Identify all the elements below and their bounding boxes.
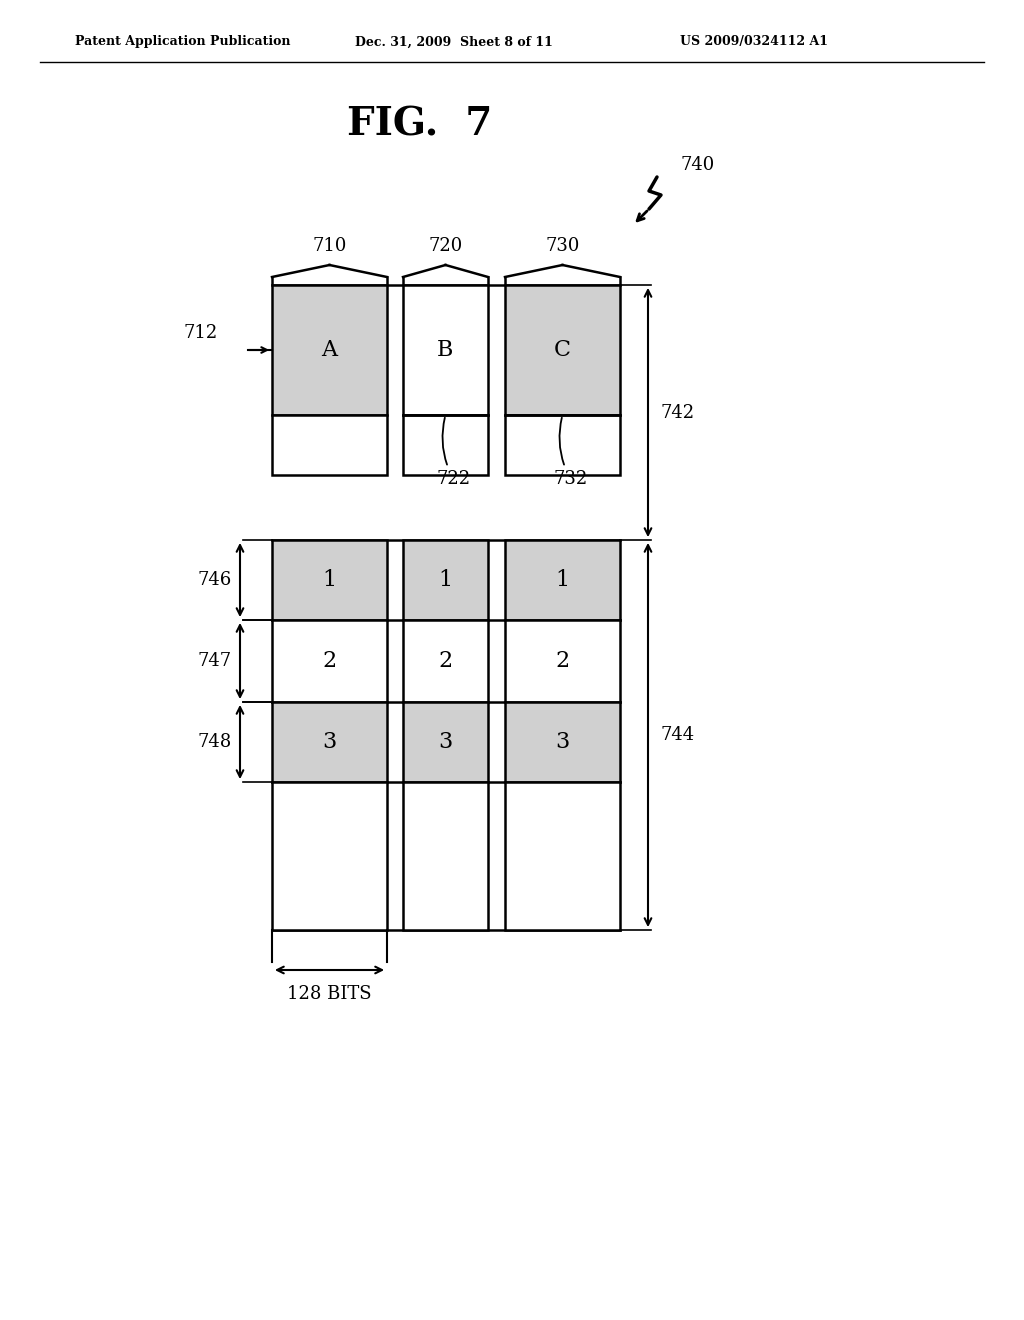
Text: Dec. 31, 2009  Sheet 8 of 11: Dec. 31, 2009 Sheet 8 of 11 (355, 36, 553, 49)
Text: FIG.  7: FIG. 7 (347, 106, 493, 144)
Bar (272, 620, 387, 702)
Bar (403, 285, 488, 414)
Text: 720: 720 (428, 238, 463, 255)
Text: C: C (554, 339, 571, 360)
Text: 742: 742 (660, 404, 694, 421)
Text: US 2009/0324112 A1: US 2009/0324112 A1 (680, 36, 828, 49)
Text: 730: 730 (546, 238, 580, 255)
Text: 2: 2 (323, 649, 337, 672)
Bar (272, 781, 387, 931)
Text: 740: 740 (680, 156, 715, 174)
Text: 3: 3 (438, 731, 453, 752)
Bar (403, 540, 488, 620)
Bar (272, 540, 387, 620)
Text: 746: 746 (198, 572, 232, 589)
Bar (505, 620, 620, 702)
Bar (403, 414, 488, 475)
Text: 2: 2 (555, 649, 569, 672)
Bar (403, 620, 488, 702)
Text: 1: 1 (438, 569, 453, 591)
Bar (505, 702, 620, 781)
Text: A: A (322, 339, 338, 360)
Bar (272, 414, 387, 475)
Text: 3: 3 (323, 731, 337, 752)
Text: 712: 712 (183, 323, 218, 342)
Text: 128 BITS: 128 BITS (287, 985, 372, 1003)
Text: B: B (437, 339, 454, 360)
Bar (272, 285, 387, 414)
Text: 1: 1 (323, 569, 337, 591)
Text: 732: 732 (553, 417, 588, 488)
Bar (505, 285, 620, 414)
Bar (505, 781, 620, 931)
Text: 710: 710 (312, 238, 347, 255)
Text: 748: 748 (198, 733, 232, 751)
Text: 3: 3 (555, 731, 569, 752)
Text: Patent Application Publication: Patent Application Publication (75, 36, 291, 49)
Bar (505, 540, 620, 620)
Text: 747: 747 (198, 652, 232, 671)
Text: 1: 1 (555, 569, 569, 591)
Text: 722: 722 (436, 417, 471, 488)
Bar (403, 702, 488, 781)
Text: 2: 2 (438, 649, 453, 672)
Bar (272, 702, 387, 781)
Text: 744: 744 (660, 726, 694, 744)
Bar (403, 781, 488, 931)
Bar (505, 414, 620, 475)
